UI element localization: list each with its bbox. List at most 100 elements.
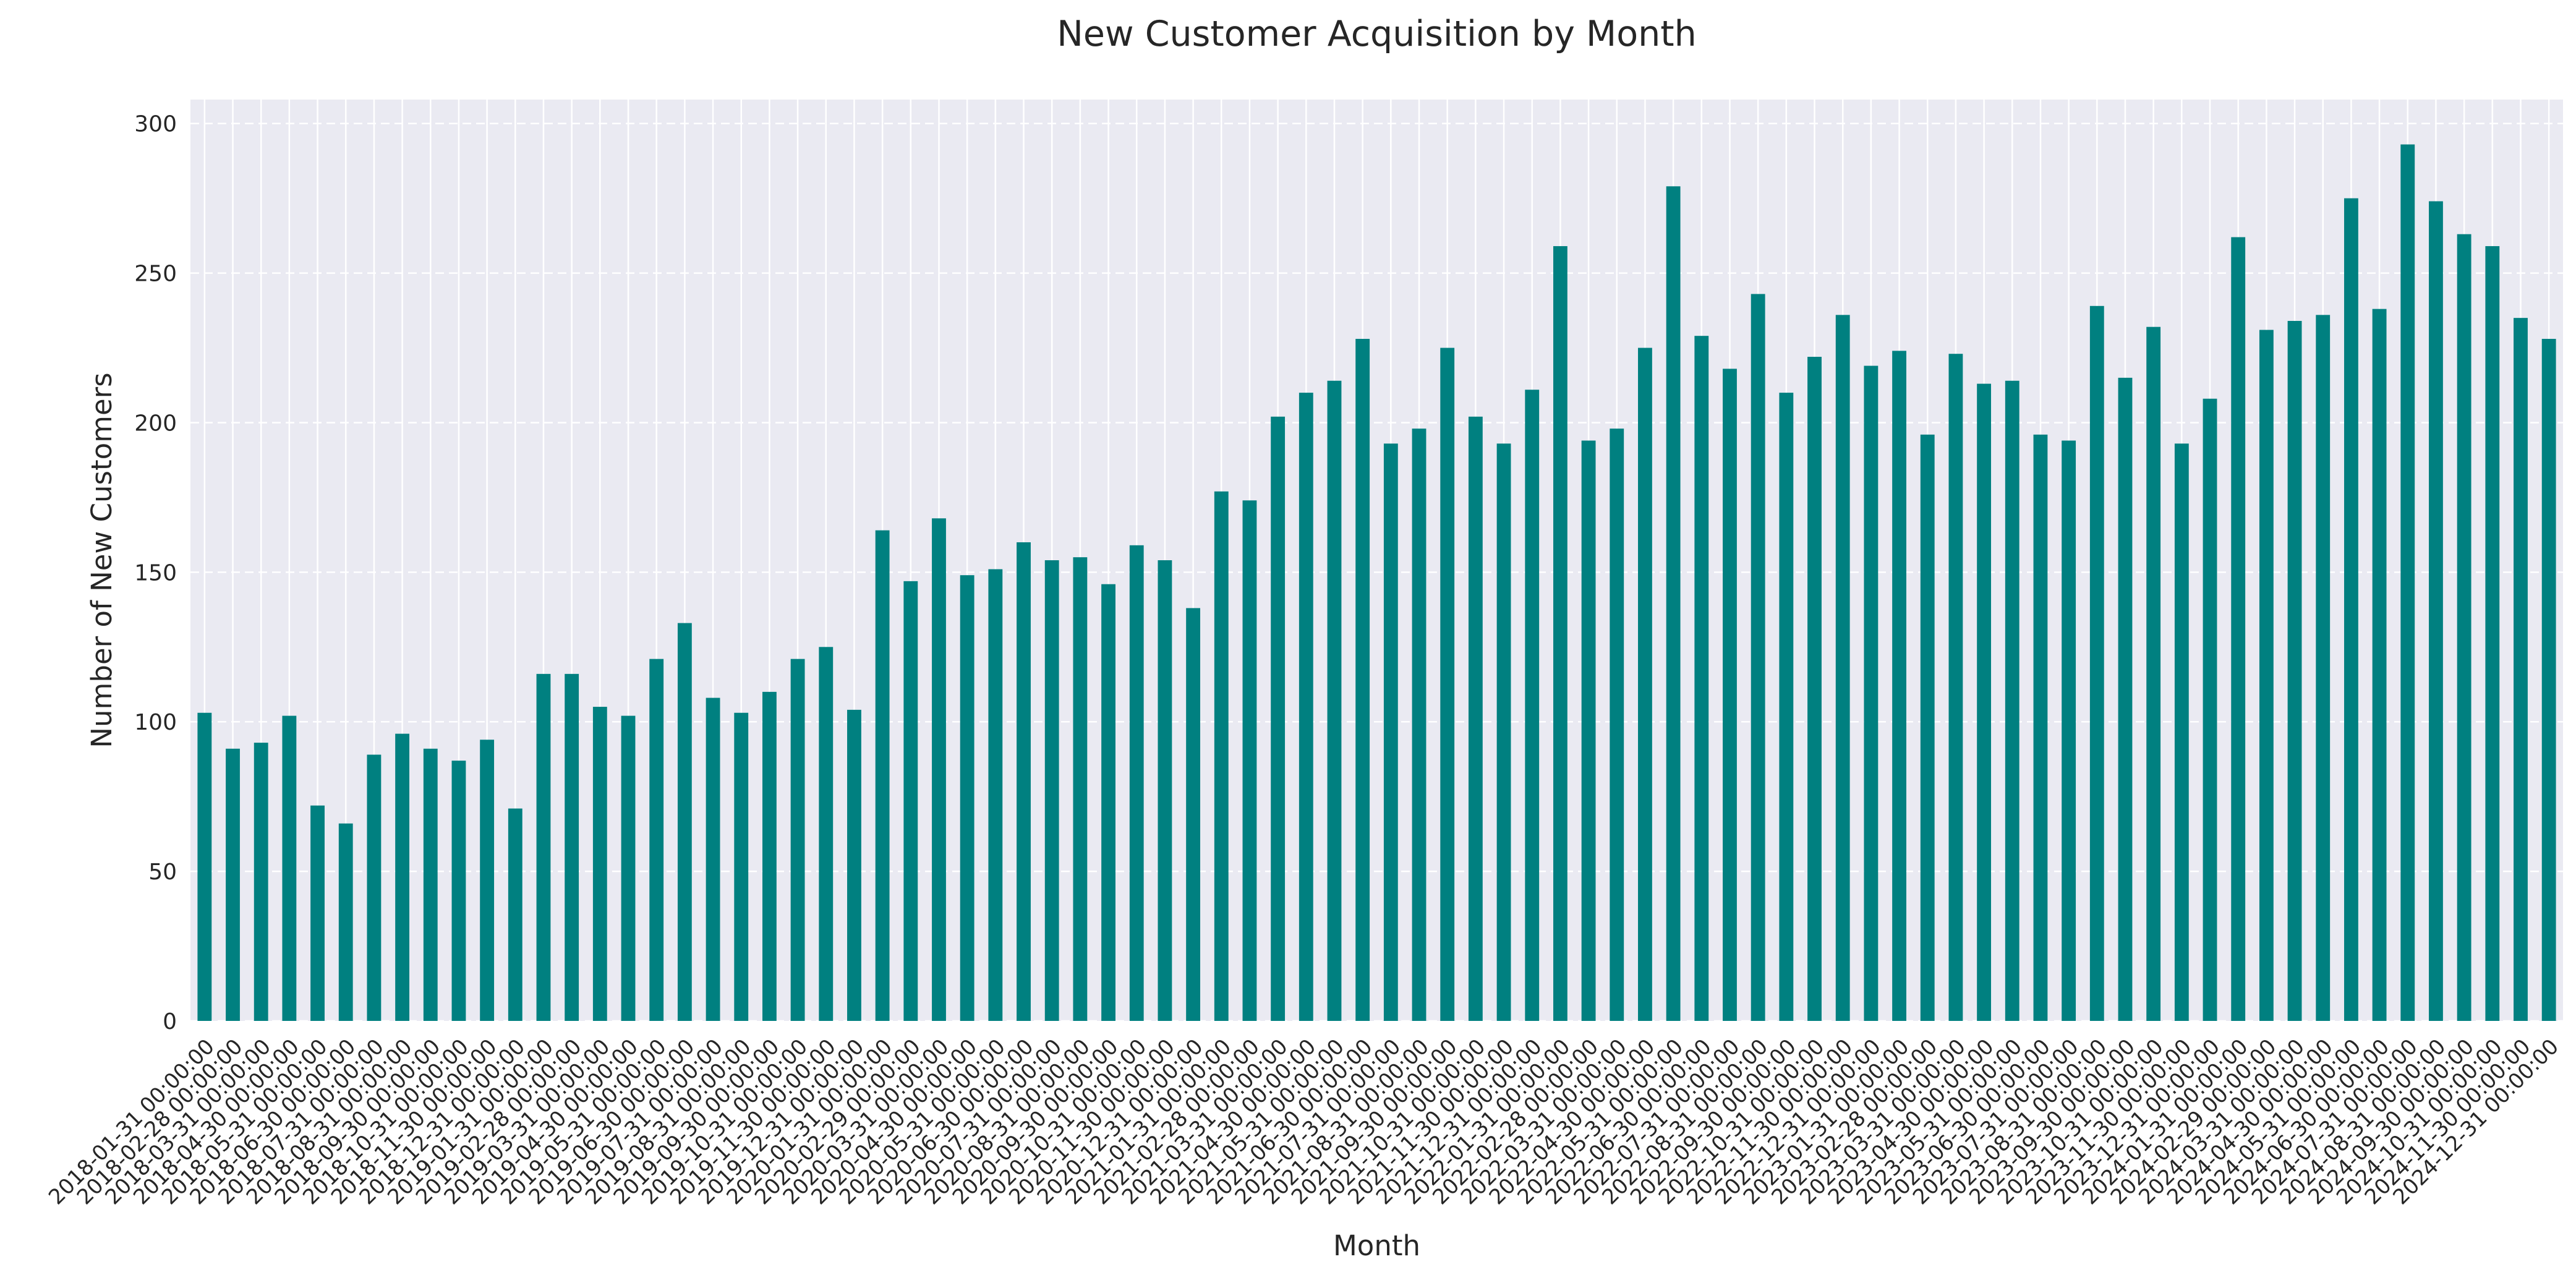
y-tick-label: 300 <box>134 112 177 137</box>
bars <box>197 144 2556 1022</box>
bar <box>1468 416 1483 1021</box>
bar <box>649 659 664 1021</box>
y-tick-label: 0 <box>163 1009 177 1035</box>
bar <box>2259 330 2274 1021</box>
bar <box>1412 429 1427 1021</box>
bar <box>1525 390 1540 1021</box>
bar <box>847 709 861 1021</box>
bar <box>1383 443 1398 1021</box>
bar <box>1129 545 1144 1021</box>
bar <box>1017 542 1031 1021</box>
bar <box>1694 336 1709 1022</box>
bar <box>1327 380 1342 1021</box>
bar <box>1666 186 1681 1021</box>
bar <box>706 698 720 1021</box>
bar <box>197 712 212 1021</box>
bar <box>932 518 946 1021</box>
bar <box>1299 393 1313 1021</box>
bar <box>2316 315 2331 1022</box>
bar <box>621 715 636 1021</box>
bar <box>2033 434 2048 1021</box>
bar <box>875 530 890 1021</box>
bar <box>2541 339 2556 1022</box>
bar <box>1948 354 1963 1021</box>
bar <box>1553 246 1567 1022</box>
y-tick-label: 250 <box>134 262 177 287</box>
y-tick-label: 200 <box>134 411 177 436</box>
bar <box>1186 608 1201 1021</box>
bar <box>2203 398 2217 1021</box>
bar <box>988 569 1003 1021</box>
bar <box>1440 348 1455 1021</box>
bar <box>960 575 975 1021</box>
bar <box>2429 201 2443 1022</box>
bar <box>1977 383 1992 1022</box>
y-axis-ticks: 0 50 100 150 200 250 300 <box>134 112 177 1035</box>
bar <box>1073 557 1088 1021</box>
bar <box>1044 560 1059 1021</box>
bar <box>1355 339 1370 1022</box>
bar <box>282 715 297 1021</box>
bar <box>2118 377 2133 1021</box>
bar <box>1214 491 1229 1021</box>
bar <box>565 673 579 1021</box>
bar <box>592 707 607 1021</box>
bar <box>2005 380 2019 1021</box>
chart-title: New Customer Acquisition by Month <box>1057 14 1696 54</box>
bar <box>254 743 268 1021</box>
bar <box>677 623 692 1021</box>
bar <box>2089 305 2104 1021</box>
bar <box>2457 234 2472 1021</box>
bar <box>1751 294 1765 1022</box>
bar <box>310 805 325 1021</box>
x-axis-label: Month <box>1333 1229 1420 1262</box>
bar <box>2062 440 2076 1021</box>
bar <box>536 673 551 1021</box>
bar <box>734 712 749 1021</box>
bar <box>1807 357 1822 1021</box>
bar <box>1638 348 1652 1021</box>
bar <box>2146 326 2161 1021</box>
bar <box>367 754 382 1021</box>
bar <box>508 808 522 1021</box>
bar <box>1496 443 1511 1021</box>
bar <box>1101 584 1115 1021</box>
bar <box>1835 315 1850 1022</box>
bar <box>423 748 438 1021</box>
bar <box>480 740 495 1021</box>
bar <box>1610 429 1624 1021</box>
bar <box>1242 500 1257 1021</box>
bar <box>226 748 240 1021</box>
bar <box>1920 434 1935 1021</box>
bar <box>2344 198 2358 1022</box>
bar <box>338 823 353 1021</box>
y-axis-label: Number of New Customers <box>85 372 118 748</box>
y-tick-label: 50 <box>148 860 177 885</box>
bar <box>2485 246 2500 1022</box>
bar <box>819 647 834 1021</box>
bar <box>903 581 918 1021</box>
bar <box>1864 365 1879 1021</box>
bar <box>1271 416 1286 1021</box>
bar <box>2400 144 2415 1021</box>
bar <box>762 691 777 1021</box>
bar <box>2287 320 2302 1021</box>
y-tick-label: 100 <box>134 710 177 735</box>
plot-area <box>190 100 2563 1021</box>
bar <box>790 659 805 1021</box>
y-tick-label: 150 <box>134 560 177 586</box>
bar <box>1892 351 1906 1021</box>
bar <box>2514 318 2528 1021</box>
bar <box>1779 393 1794 1021</box>
bar <box>1723 369 1737 1021</box>
bar <box>2231 237 2246 1021</box>
bar <box>1158 560 1172 1021</box>
bar <box>1581 440 1596 1021</box>
bar <box>451 761 466 1021</box>
bar <box>2372 309 2387 1021</box>
bar <box>395 733 410 1021</box>
bar <box>2174 443 2189 1021</box>
